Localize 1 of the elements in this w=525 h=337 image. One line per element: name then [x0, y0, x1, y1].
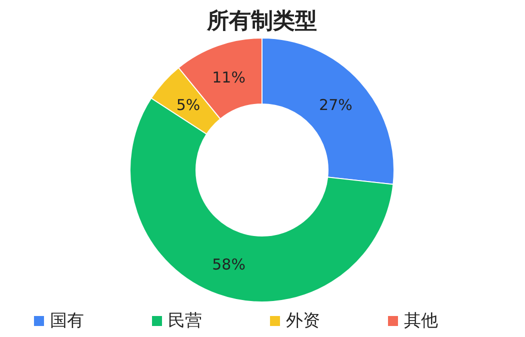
title: 所有制类型 — [207, 9, 317, 34]
